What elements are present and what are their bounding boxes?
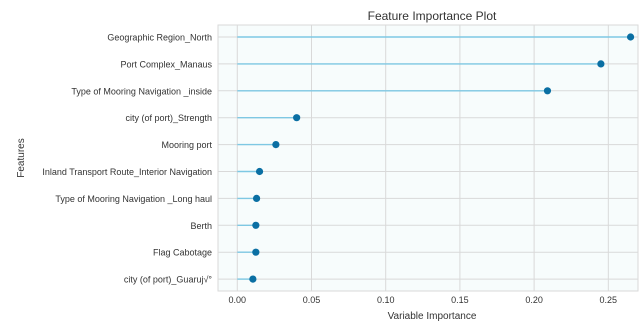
x-tick-label: 0.25 <box>600 295 618 305</box>
y-tick-label: Berth <box>190 221 212 231</box>
y-tick-label: Mooring port <box>161 140 212 150</box>
y-tick-label: Type of Mooring Navigation _inside <box>71 86 212 96</box>
y-tick-label: Port Complex_Manaus <box>120 59 212 69</box>
lollipop-dot <box>626 33 635 41</box>
lollipop-dot <box>293 114 301 122</box>
lollipop-dot <box>543 87 552 95</box>
lollipop-dot <box>252 194 261 202</box>
lollipop-dot <box>252 221 260 229</box>
x-tick-label: 0.15 <box>451 295 469 305</box>
x-tick-label: 0.10 <box>377 295 395 305</box>
plot-background <box>217 24 639 292</box>
grid-lines <box>218 25 638 291</box>
lollipop-dot <box>597 60 605 68</box>
y-tick-label: city (of port)_Guaruj√° <box>124 275 212 285</box>
x-tick-labels: 0.00 0.05 0.10 0.15 0.20 0.25 <box>229 295 618 305</box>
lollipop-dots <box>249 33 635 283</box>
lollipop-dot <box>249 275 257 283</box>
chart-title: Feature Importance Plot <box>368 9 497 23</box>
lollipop-dot <box>255 167 264 176</box>
x-tick-label: 0.05 <box>303 295 321 305</box>
y-tick-label: Inland Transport Route_Interior Navigati… <box>42 167 212 177</box>
lollipop-dot <box>252 248 260 256</box>
y-tick-labels: Geographic Region_North Port Complex_Mana… <box>42 33 212 285</box>
y-tick-label: Geographic Region_North <box>107 33 212 43</box>
y-tick-label: Type of Mooring Navigation _Long haul <box>55 194 212 204</box>
x-axis-label: Variable Importance <box>388 311 477 322</box>
x-tick-label: 0.20 <box>525 295 543 305</box>
y-tick-label: Flag Cabotage <box>153 248 212 258</box>
y-tick-label: city (of port)_Strength <box>125 113 212 123</box>
y-axis-label: Features <box>16 138 27 177</box>
x-tick-label: 0.00 <box>229 295 247 305</box>
lollipop-dot <box>272 141 280 149</box>
